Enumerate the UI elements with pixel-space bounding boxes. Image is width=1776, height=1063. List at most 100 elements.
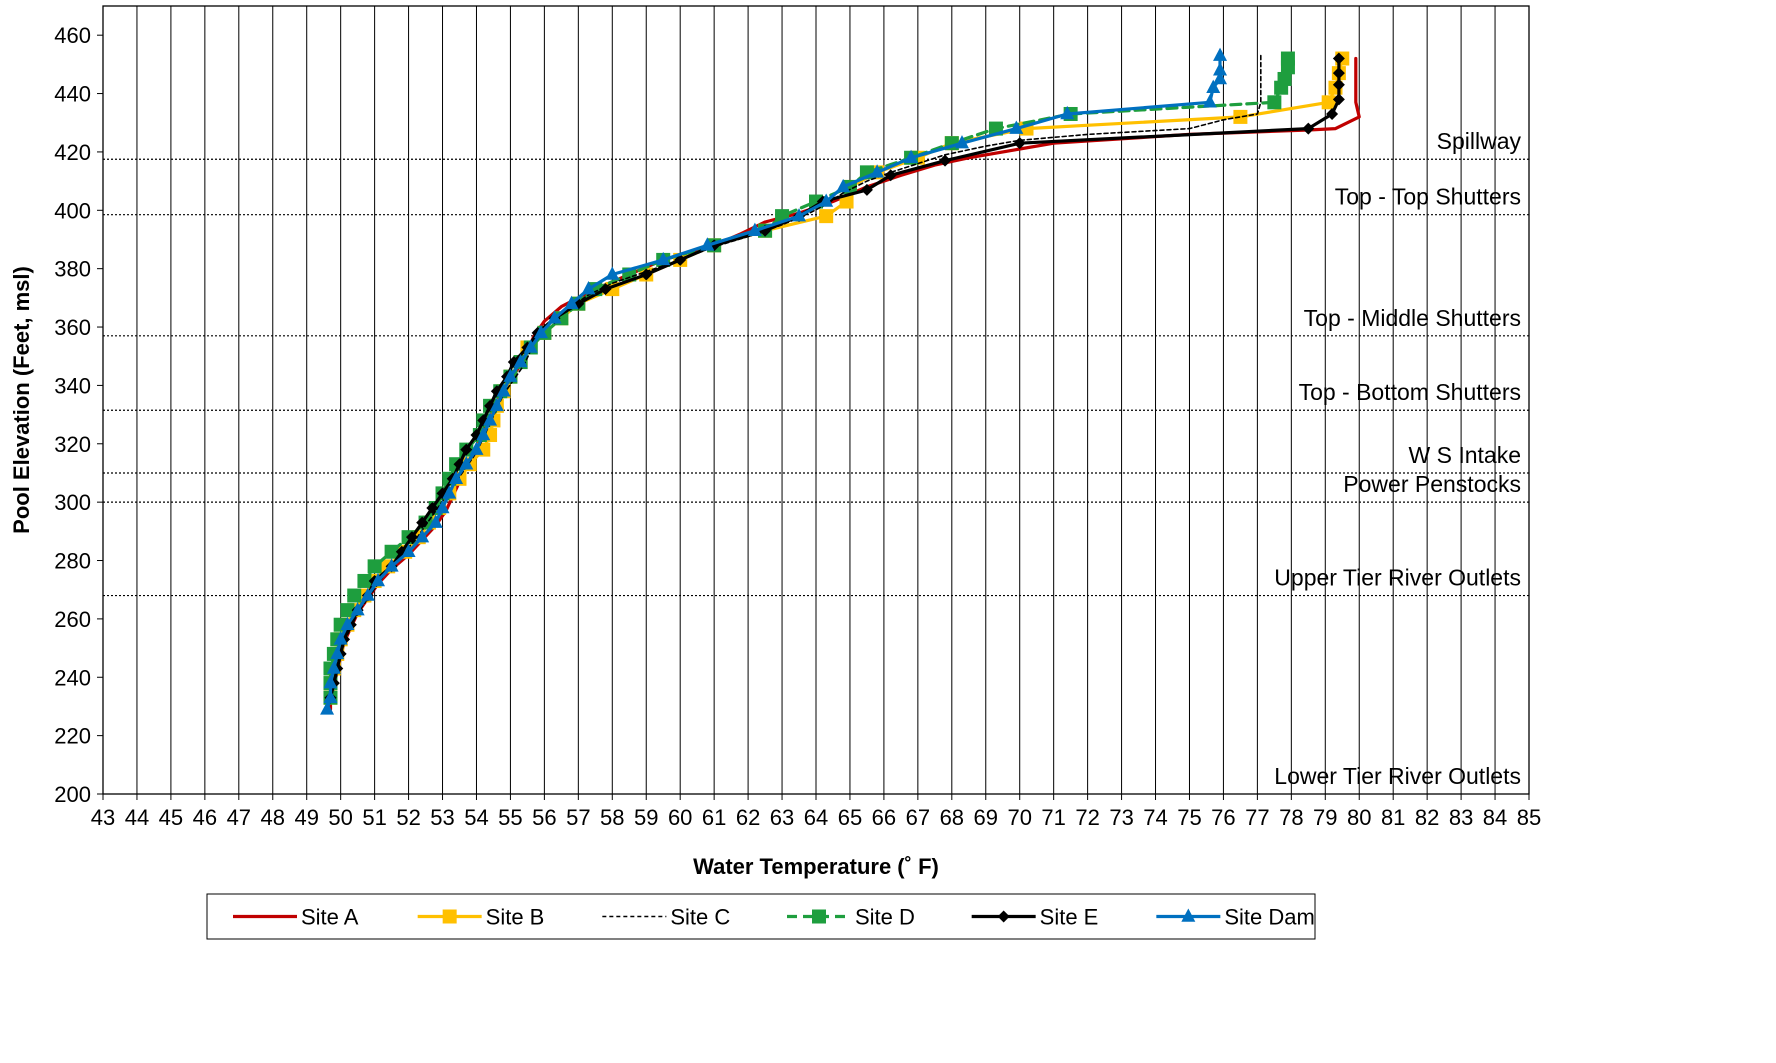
data-point-site-dam (326, 660, 341, 674)
data-point-site-e (884, 169, 897, 182)
series-site-dam (320, 47, 1228, 715)
reference-line-label: Power Penstocks (1343, 471, 1521, 497)
data-point-site-dam (330, 645, 345, 660)
data-point-site-dam (523, 339, 538, 353)
data-point-site-dam (483, 412, 498, 426)
series-line-site-b (328, 56, 1344, 700)
series-line-site-d (328, 56, 1290, 700)
data-point-site-dam (350, 602, 365, 616)
series-line-site-e (328, 56, 1341, 700)
y-tick-label: 200 (54, 782, 91, 807)
data-point-site-dam (1009, 120, 1024, 134)
x-tick-label: 54 (464, 805, 488, 830)
legend-swatch-marker (812, 909, 826, 924)
reference-lines: Spillway Top - Top Shutters Top - Middle S… (103, 128, 1529, 789)
data-point-site-dam (700, 237, 715, 251)
x-tick-label: 75 (1177, 805, 1201, 830)
y-tick-label: 360 (54, 315, 91, 340)
series-site-b (323, 51, 1350, 705)
legend-box (206, 893, 1316, 940)
x-tick-label: 70 (1007, 805, 1031, 830)
data-point-site-dam (954, 135, 969, 149)
data-point-site-dam (496, 383, 511, 397)
data-point-site-dam (489, 397, 504, 412)
legend-label: Site B (486, 905, 545, 930)
vertical-grid (102, 6, 1530, 794)
data-point-site-dam (1060, 105, 1075, 120)
y-tick-label: 300 (54, 490, 91, 515)
y-tick-label: 400 (54, 198, 91, 223)
x-tick-label: 49 (294, 805, 318, 830)
data-point-site-dam (360, 587, 375, 601)
data-point-site-b (1233, 109, 1248, 124)
data-point-site-d (1267, 95, 1282, 110)
x-tick-label: 82 (1415, 805, 1439, 830)
data-point-site-dam (581, 281, 596, 295)
x-tick-label: 72 (1075, 805, 1099, 830)
legend-item-site-a: Site A (233, 905, 359, 930)
legend-item-site-c: Site C (602, 905, 730, 930)
x-tick-label: 77 (1245, 805, 1269, 830)
data-point-site-d (340, 603, 355, 618)
data-point-site-dam (656, 251, 671, 266)
legend-label: Site E (1040, 905, 1099, 930)
x-tick-label: 43 (91, 805, 115, 830)
data-point-site-dam (605, 266, 620, 280)
reference-line-label: Upper Tier River Outlets (1274, 565, 1521, 591)
data-point-site-d (1274, 80, 1289, 95)
legend-label: Site C (670, 905, 730, 930)
data-point-site-e (939, 154, 952, 167)
legend-label: Site Dam (1224, 905, 1314, 930)
y-tick-label: 420 (54, 140, 91, 165)
data-point-site-dam (547, 310, 562, 324)
y-tick-label: 240 (54, 665, 91, 690)
reference-line-label: W S Intake (1409, 442, 1521, 468)
y-tick-label: 460 (54, 23, 91, 48)
data-point-site-e (426, 501, 439, 514)
data-point-site-b (1321, 95, 1336, 110)
y-tick-label: 440 (54, 82, 91, 107)
x-tick-label: 46 (193, 805, 217, 830)
series-line-site-dam (325, 53, 1222, 712)
x-tick-label: 48 (261, 805, 285, 830)
data-point-site-d (347, 588, 362, 603)
x-tick-label: 51 (362, 805, 386, 830)
data-point-site-e (1332, 93, 1345, 106)
data-point-site-dam (819, 193, 834, 207)
data-point-site-b (839, 194, 854, 209)
data-point-site-dam (513, 354, 528, 368)
x-tick-label: 55 (498, 805, 522, 830)
data-point-site-dam (564, 295, 579, 309)
x-tick-label: 66 (872, 805, 896, 830)
data-point-site-dam (503, 368, 518, 382)
data-point-site-dam (747, 222, 762, 236)
data-point-site-dam (333, 631, 348, 645)
data-series (320, 47, 1361, 715)
data-point-site-dam (428, 514, 443, 528)
data-point-site-dam (442, 485, 457, 499)
x-tick-label: 78 (1279, 805, 1303, 830)
data-point-site-dam (476, 426, 491, 441)
data-point-site-dam (449, 470, 464, 485)
data-point-site-d (384, 544, 399, 559)
x-tick-label: 45 (159, 805, 183, 830)
reference-line-label: Top - Middle Shutters (1304, 305, 1521, 331)
data-point-site-dam (1213, 62, 1228, 76)
data-point-site-d (367, 559, 382, 574)
data-point-site-dam (435, 499, 450, 514)
x-tick-label: 47 (227, 805, 251, 830)
data-point-site-dam (384, 558, 399, 572)
x-tick-label: 67 (906, 805, 930, 830)
data-point-site-dam (320, 701, 335, 715)
x-tick-label: 58 (600, 805, 624, 830)
legend-item-site-d: Site D (787, 905, 915, 930)
x-tick-label: 85 (1517, 805, 1541, 830)
x-tick-label: 81 (1381, 805, 1405, 830)
data-point-site-dam (401, 543, 416, 558)
data-point-site-dam (1206, 79, 1221, 93)
legend-swatch-marker (997, 910, 1010, 923)
x-tick-label: 60 (668, 805, 692, 830)
x-tick-label: 53 (430, 805, 454, 830)
y-tick-label: 220 (54, 724, 91, 749)
reference-line-label: Lower Tier River Outlets (1274, 763, 1521, 789)
